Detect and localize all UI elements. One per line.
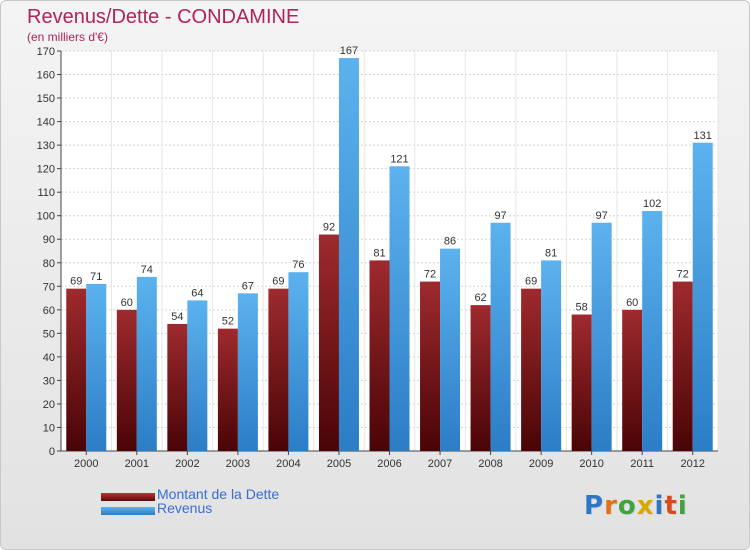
bar-revenus: [338, 58, 359, 451]
data-label: 76: [292, 259, 304, 271]
bar-revenus: [389, 166, 410, 451]
y-tick-label: 120: [37, 164, 55, 176]
y-tick-label: 100: [37, 211, 55, 223]
data-label: 167: [340, 45, 358, 57]
chart-subtitle: (en milliers d'€): [27, 30, 108, 44]
data-label: 52: [222, 316, 234, 328]
bar-revenus: [136, 276, 157, 451]
bar-revenus: [440, 248, 461, 451]
logo-letter: x: [636, 491, 655, 521]
data-label: 97: [596, 210, 608, 222]
y-tick-label: 10: [43, 422, 55, 434]
bar-dette: [116, 309, 137, 451]
bar-dette: [318, 234, 339, 451]
bar-dette: [571, 314, 592, 451]
x-tick-label: 2009: [529, 458, 553, 470]
y-tick-label: 110: [37, 187, 55, 199]
x-tick-label: 2006: [377, 458, 401, 470]
bar-dette: [217, 328, 238, 451]
y-tick-label: 160: [37, 70, 55, 82]
proxiti-logo: Proxiti: [584, 491, 688, 521]
x-tick-label: 2012: [680, 458, 704, 470]
y-tick-label: 150: [37, 93, 55, 105]
bar-revenus: [187, 300, 208, 451]
legend-label-dette: Montant de la Dette: [157, 486, 280, 502]
y-tick-label: 80: [43, 258, 55, 270]
x-tick-label: 2005: [327, 458, 351, 470]
logo-letter: P: [584, 491, 605, 521]
bar-dette: [167, 323, 188, 451]
bar-revenus: [237, 293, 258, 451]
logo-letter: t: [664, 491, 678, 521]
legend-swatch-revenus: [101, 507, 155, 515]
x-tick-label: 2001: [125, 458, 149, 470]
y-tick-label: 130: [37, 140, 55, 152]
x-tick-label: 2010: [579, 458, 603, 470]
bar-revenus: [541, 260, 562, 451]
data-label: 86: [444, 236, 456, 248]
x-tick-label: 2004: [276, 458, 300, 470]
y-tick-label: 70: [43, 281, 55, 293]
data-label: 67: [242, 280, 254, 292]
bar-revenus: [642, 211, 663, 451]
data-label: 72: [424, 269, 436, 281]
data-label: 69: [70, 276, 82, 288]
data-label: 81: [373, 247, 385, 259]
x-tick-label: 2002: [175, 458, 199, 470]
x-tick-label: 2000: [74, 458, 98, 470]
data-label: 102: [643, 198, 661, 210]
bar-dette: [470, 305, 491, 451]
bar-revenus: [490, 222, 511, 451]
logo-letter: i: [654, 491, 665, 521]
bar-dette: [268, 288, 289, 451]
x-tick-label: 2011: [630, 458, 654, 470]
bar-dette: [521, 288, 542, 451]
data-label: 121: [390, 153, 408, 165]
x-tick-label: 2003: [226, 458, 250, 470]
bar-revenus: [692, 142, 713, 451]
x-tick-label: 2007: [428, 458, 452, 470]
y-tick-label: 140: [37, 117, 55, 129]
bar-dette: [420, 281, 441, 451]
data-label: 97: [494, 210, 506, 222]
data-label: 74: [141, 264, 153, 276]
data-label: 60: [121, 297, 133, 309]
bar-revenus: [86, 283, 107, 451]
x-tick-label: 2008: [478, 458, 502, 470]
data-label: 81: [545, 247, 557, 259]
bar-dette: [622, 309, 643, 451]
bar-dette: [66, 288, 87, 451]
logo-letter: i: [677, 491, 688, 521]
logo-letter: r: [604, 491, 618, 521]
data-label: 60: [626, 297, 638, 309]
chart-title: Revenus/Dette - CONDAMINE: [27, 6, 300, 28]
bar-dette: [369, 260, 390, 451]
y-tick-label: 40: [43, 352, 55, 364]
logo-letter: o: [617, 491, 637, 521]
y-tick-label: 20: [43, 399, 55, 411]
y-tick-label: 170: [37, 46, 55, 58]
data-label: 71: [90, 271, 102, 283]
data-label: 54: [171, 311, 183, 323]
legend-label-revenus: Revenus: [157, 500, 213, 516]
data-label: 69: [525, 276, 537, 288]
y-tick-label: 50: [43, 328, 55, 340]
data-label: 72: [677, 269, 689, 281]
data-label: 64: [191, 287, 203, 299]
data-label: 92: [323, 222, 335, 234]
y-tick-label: 30: [43, 375, 55, 387]
data-label: 131: [694, 130, 712, 142]
data-label: 58: [576, 302, 588, 314]
bar-dette: [672, 281, 693, 451]
y-tick-label: 0: [49, 446, 55, 458]
bar-revenus: [288, 272, 309, 451]
y-tick-label: 60: [43, 305, 55, 317]
bar-revenus: [591, 222, 612, 451]
data-label: 62: [474, 292, 486, 304]
legend-swatch-dette: [101, 493, 155, 501]
y-tick-label: 90: [43, 234, 55, 246]
data-label: 69: [272, 276, 284, 288]
